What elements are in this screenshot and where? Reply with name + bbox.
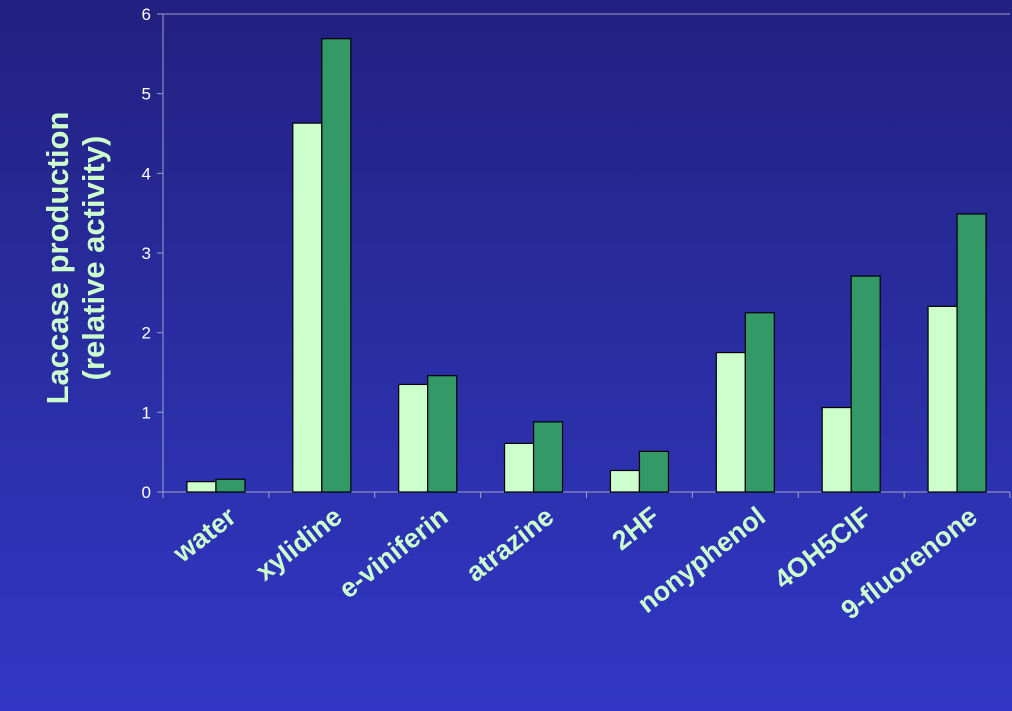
bar-series-2 xyxy=(850,275,881,493)
y-tick-label: 5 xyxy=(142,85,151,104)
y-tick-label: 4 xyxy=(142,164,151,183)
x-category-label: water xyxy=(167,501,242,569)
y-tick-label: 3 xyxy=(142,244,151,263)
bar-series-2 xyxy=(638,450,670,493)
x-category-label: atrazine xyxy=(460,501,559,587)
bar-series-1 xyxy=(292,122,323,493)
y-axis-ticks: 0 1 2 3 4 5 6 xyxy=(142,5,163,502)
bar-series-2 xyxy=(956,213,987,493)
x-category-label: 2HF xyxy=(606,501,665,556)
bar-series-1 xyxy=(503,442,535,493)
y-tick-label: 1 xyxy=(142,403,151,422)
axes xyxy=(162,13,1011,498)
bar-series-1 xyxy=(821,406,852,493)
x-category-label: xylidine xyxy=(250,501,348,587)
bars xyxy=(186,38,987,493)
bar-series-2 xyxy=(532,421,564,493)
y-tick-label: 2 xyxy=(142,324,151,343)
bar-series-1 xyxy=(609,469,641,493)
bar-series-2 xyxy=(215,478,246,493)
bar-series-1 xyxy=(927,305,958,493)
bar-series-1 xyxy=(715,351,746,493)
bar-series-2 xyxy=(427,375,458,493)
y-axis-label-line-2: (relative activity) xyxy=(76,136,111,381)
bar-series-1 xyxy=(398,383,429,493)
y-axis-label-line-1: Laccase production xyxy=(40,112,75,405)
y-tick-label: 0 xyxy=(142,483,151,502)
bar-series-2 xyxy=(321,38,352,493)
bar-series-1 xyxy=(186,481,217,493)
y-tick-label: 6 xyxy=(142,5,151,24)
y-axis-label: Laccase production (relative activity) xyxy=(40,112,111,405)
x-category-label: e-viniferin xyxy=(333,501,453,604)
bar-series-2 xyxy=(744,312,775,493)
